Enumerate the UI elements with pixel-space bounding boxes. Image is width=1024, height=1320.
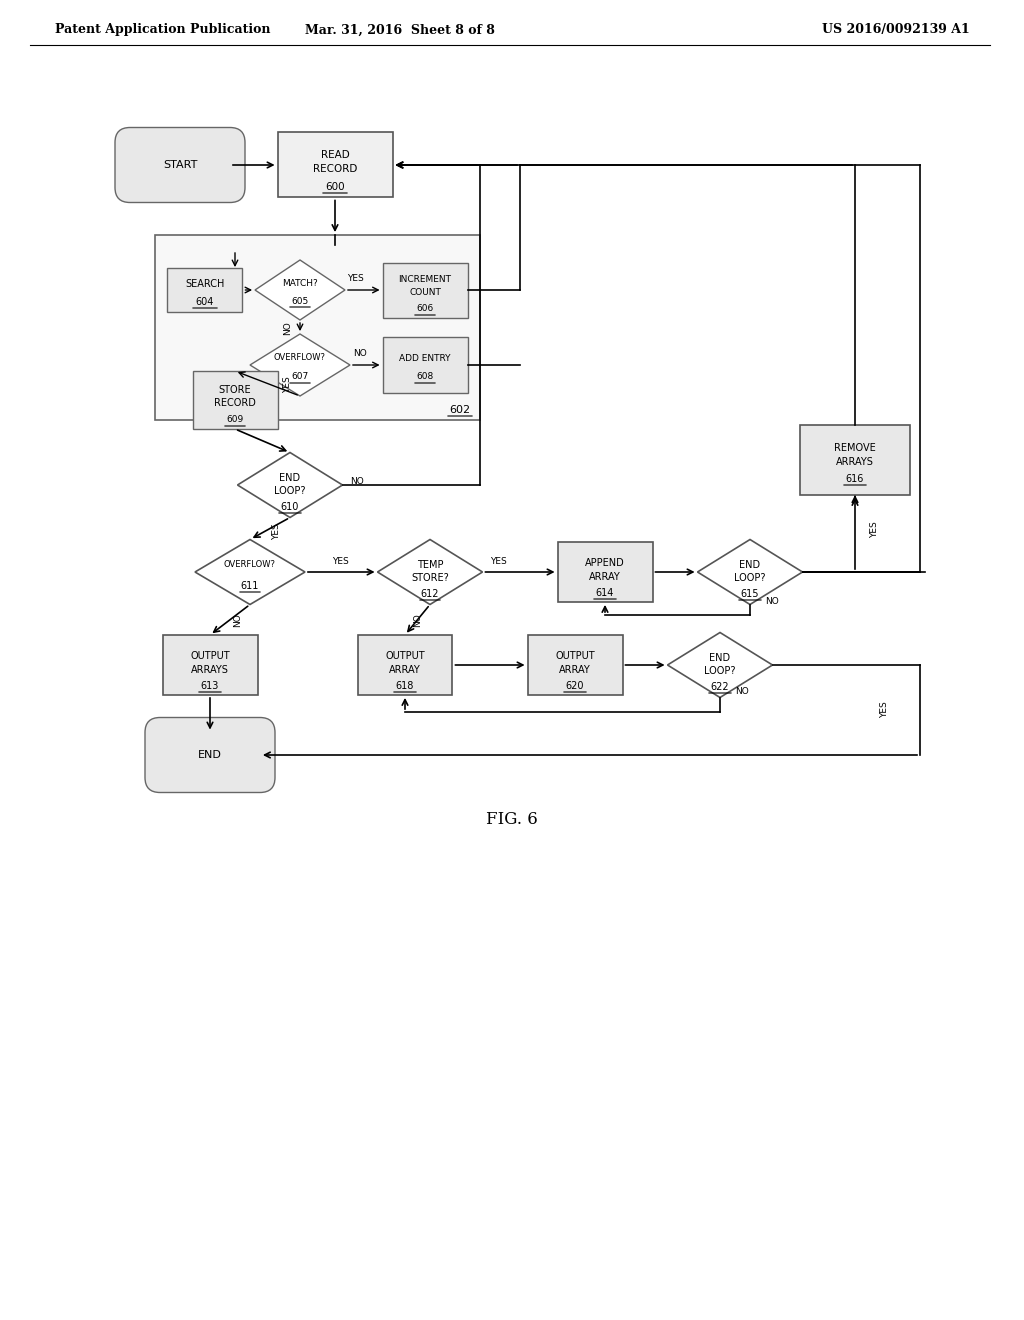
FancyBboxPatch shape — [278, 132, 392, 198]
Text: ADD ENTRY: ADD ENTRY — [399, 355, 451, 363]
Text: LOOP?: LOOP? — [705, 667, 736, 676]
Text: ARRAY: ARRAY — [589, 572, 621, 582]
Text: END: END — [710, 653, 730, 663]
Text: 612: 612 — [421, 589, 439, 599]
Text: END: END — [739, 560, 761, 570]
Text: 610: 610 — [281, 502, 299, 512]
Text: REMOVE: REMOVE — [835, 444, 876, 453]
Text: US 2016/0092139 A1: US 2016/0092139 A1 — [822, 24, 970, 37]
Text: ARRAY: ARRAY — [559, 665, 591, 675]
Text: STORE: STORE — [219, 385, 251, 395]
Text: 600: 600 — [326, 182, 345, 191]
Text: 604: 604 — [196, 297, 214, 308]
FancyBboxPatch shape — [115, 128, 245, 202]
Text: YES: YES — [332, 557, 348, 566]
Text: 607: 607 — [292, 372, 308, 381]
Text: INCREMENT: INCREMENT — [398, 276, 452, 285]
Text: NO: NO — [765, 598, 778, 606]
FancyBboxPatch shape — [383, 263, 468, 318]
Text: LOOP?: LOOP? — [274, 486, 306, 496]
Text: 609: 609 — [226, 416, 244, 425]
FancyBboxPatch shape — [357, 635, 453, 696]
Text: 608: 608 — [417, 372, 433, 381]
Text: OUTPUT: OUTPUT — [555, 651, 595, 661]
Text: 618: 618 — [396, 681, 414, 690]
Text: NO: NO — [735, 688, 749, 697]
Text: FIG. 6: FIG. 6 — [486, 812, 538, 829]
Text: APPEND: APPEND — [585, 558, 625, 568]
Text: SEARCH: SEARCH — [185, 279, 224, 289]
Text: OVERFLOW?: OVERFLOW? — [274, 354, 326, 363]
Text: 606: 606 — [417, 305, 433, 313]
Text: START: START — [163, 160, 198, 170]
Bar — [155, 235, 480, 420]
FancyBboxPatch shape — [383, 338, 468, 392]
Text: 611: 611 — [241, 581, 259, 591]
Text: 602: 602 — [450, 405, 471, 414]
Text: 615: 615 — [740, 589, 759, 599]
Text: 614: 614 — [596, 587, 614, 598]
Text: MATCH?: MATCH? — [283, 279, 317, 288]
Text: Patent Application Publication: Patent Application Publication — [55, 24, 270, 37]
Polygon shape — [378, 540, 482, 605]
Text: 620: 620 — [565, 681, 585, 690]
Text: RECORD: RECORD — [312, 164, 357, 174]
FancyBboxPatch shape — [557, 543, 652, 602]
Text: Mar. 31, 2016  Sheet 8 of 8: Mar. 31, 2016 Sheet 8 of 8 — [305, 24, 495, 37]
Text: 613: 613 — [201, 681, 219, 690]
Text: 616: 616 — [846, 474, 864, 484]
Text: NO: NO — [414, 612, 423, 627]
Text: NO: NO — [233, 612, 243, 627]
Text: OVERFLOW?: OVERFLOW? — [224, 561, 276, 569]
Text: ARRAYS: ARRAYS — [191, 665, 229, 675]
Text: ARRAYS: ARRAYS — [836, 457, 873, 467]
Text: 605: 605 — [292, 297, 308, 306]
Text: YES: YES — [881, 702, 890, 718]
Text: OUTPUT: OUTPUT — [385, 651, 425, 661]
Text: LOOP?: LOOP? — [734, 573, 766, 583]
Text: COUNT: COUNT — [409, 289, 441, 297]
Text: NO: NO — [284, 321, 293, 335]
Text: STORE?: STORE? — [411, 573, 449, 583]
FancyBboxPatch shape — [193, 371, 278, 429]
Text: TEMP: TEMP — [417, 560, 443, 570]
Text: END: END — [198, 750, 222, 760]
Polygon shape — [250, 334, 350, 396]
Text: READ: READ — [321, 150, 349, 160]
Text: 622: 622 — [711, 682, 729, 692]
Polygon shape — [668, 632, 772, 697]
FancyBboxPatch shape — [145, 718, 275, 792]
Polygon shape — [255, 260, 345, 319]
Text: RECORD: RECORD — [214, 399, 256, 408]
Text: NO: NO — [353, 348, 367, 358]
Text: YES: YES — [284, 376, 293, 393]
Text: YES: YES — [347, 275, 364, 282]
Text: NO: NO — [350, 478, 364, 487]
Text: OUTPUT: OUTPUT — [190, 651, 229, 661]
Text: YES: YES — [870, 521, 879, 539]
Text: YES: YES — [489, 557, 507, 566]
Polygon shape — [238, 453, 342, 517]
FancyBboxPatch shape — [168, 268, 243, 313]
FancyBboxPatch shape — [800, 425, 910, 495]
FancyBboxPatch shape — [163, 635, 257, 696]
Text: ARRAY: ARRAY — [389, 665, 421, 675]
Polygon shape — [697, 540, 803, 605]
Polygon shape — [195, 540, 305, 605]
Text: END: END — [280, 473, 301, 483]
FancyBboxPatch shape — [527, 635, 623, 696]
Text: YES: YES — [272, 524, 282, 540]
